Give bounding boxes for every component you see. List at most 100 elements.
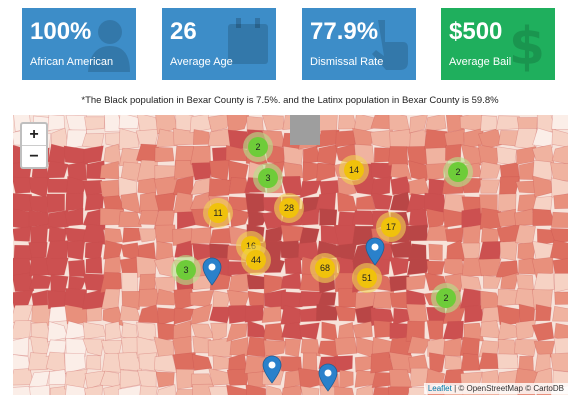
cluster-core xyxy=(436,288,456,308)
region xyxy=(261,306,282,323)
region xyxy=(371,192,393,210)
marker-pin[interactable] xyxy=(365,237,385,266)
region xyxy=(120,161,141,181)
region xyxy=(210,322,228,343)
region xyxy=(85,257,103,274)
card-label: African American xyxy=(30,56,114,68)
region xyxy=(553,322,568,342)
region xyxy=(407,160,430,182)
attribution-link[interactable]: Leaflet xyxy=(427,384,452,393)
region xyxy=(245,384,267,395)
region xyxy=(532,127,556,149)
map[interactable]: 231421128171644685132 xyxy=(13,115,568,395)
cluster-core xyxy=(344,160,364,180)
region xyxy=(518,257,536,275)
region xyxy=(426,320,444,340)
cluster[interactable]: 14 xyxy=(339,155,369,185)
region xyxy=(407,336,431,354)
region xyxy=(427,337,446,358)
region xyxy=(45,351,67,375)
region xyxy=(120,192,142,215)
region xyxy=(189,290,215,308)
region xyxy=(531,256,554,278)
region xyxy=(424,115,447,133)
dollar-icon: $ xyxy=(509,17,545,76)
cluster-count: 11 xyxy=(213,208,222,218)
marker-pin[interactable] xyxy=(318,363,338,392)
region xyxy=(138,209,159,225)
region xyxy=(154,192,177,213)
region xyxy=(103,384,122,395)
cluster[interactable]: 2 xyxy=(443,157,473,187)
region xyxy=(13,257,33,278)
cluster[interactable]: 2 xyxy=(243,132,273,162)
marker-pin[interactable] xyxy=(262,355,282,384)
region xyxy=(45,257,69,276)
region xyxy=(13,176,33,194)
region xyxy=(515,180,537,194)
cluster[interactable]: 51 xyxy=(352,263,382,293)
region xyxy=(209,306,232,324)
region xyxy=(426,224,448,241)
cluster[interactable]: 68 xyxy=(310,253,340,283)
region xyxy=(173,191,195,214)
region xyxy=(65,192,84,212)
region xyxy=(47,209,69,230)
region xyxy=(334,337,358,356)
region xyxy=(300,338,321,357)
region xyxy=(155,128,178,148)
cluster-count: 2 xyxy=(443,293,448,303)
svg-text:$: $ xyxy=(509,17,545,76)
region xyxy=(27,352,52,371)
region xyxy=(263,339,287,358)
region xyxy=(554,291,568,305)
region xyxy=(334,355,353,373)
cluster[interactable]: 28 xyxy=(274,193,304,223)
region xyxy=(339,369,354,390)
region xyxy=(445,115,465,133)
card: 77.9% Dismissal Rate xyxy=(302,8,416,80)
cluster[interactable]: 3 xyxy=(253,163,283,193)
cluster[interactable]: 11 xyxy=(203,198,233,228)
marker-pin[interactable] xyxy=(202,257,222,286)
region xyxy=(154,146,175,163)
region xyxy=(47,178,71,193)
region xyxy=(281,321,303,340)
region xyxy=(209,243,230,261)
region xyxy=(28,242,48,262)
region xyxy=(370,176,391,197)
region xyxy=(99,179,120,199)
cluster[interactable]: 17 xyxy=(376,212,406,242)
region xyxy=(388,115,411,132)
zoom-in[interactable]: + xyxy=(29,126,39,143)
zoom-out[interactable]: − xyxy=(22,145,46,167)
region xyxy=(479,320,501,339)
region xyxy=(425,163,447,181)
region xyxy=(13,272,35,292)
region xyxy=(406,257,430,276)
region xyxy=(316,162,336,182)
cluster-core xyxy=(246,250,266,270)
region xyxy=(83,385,104,395)
region xyxy=(102,195,125,212)
region xyxy=(118,176,138,197)
region xyxy=(99,272,122,294)
cluster-count: 2 xyxy=(455,167,460,177)
region xyxy=(550,228,568,244)
cluster[interactable]: 44 xyxy=(241,245,271,275)
region xyxy=(406,289,427,309)
region xyxy=(442,337,462,357)
region xyxy=(554,273,568,293)
region xyxy=(118,127,140,150)
cluster[interactable]: 3 xyxy=(171,255,201,285)
region xyxy=(389,369,413,390)
region xyxy=(153,256,174,278)
region xyxy=(155,241,174,262)
cluster-core xyxy=(248,137,268,157)
cluster[interactable]: 2 xyxy=(431,283,461,313)
region xyxy=(426,260,446,277)
region xyxy=(462,224,482,246)
region xyxy=(47,115,65,131)
region xyxy=(499,240,518,261)
region xyxy=(104,227,123,245)
